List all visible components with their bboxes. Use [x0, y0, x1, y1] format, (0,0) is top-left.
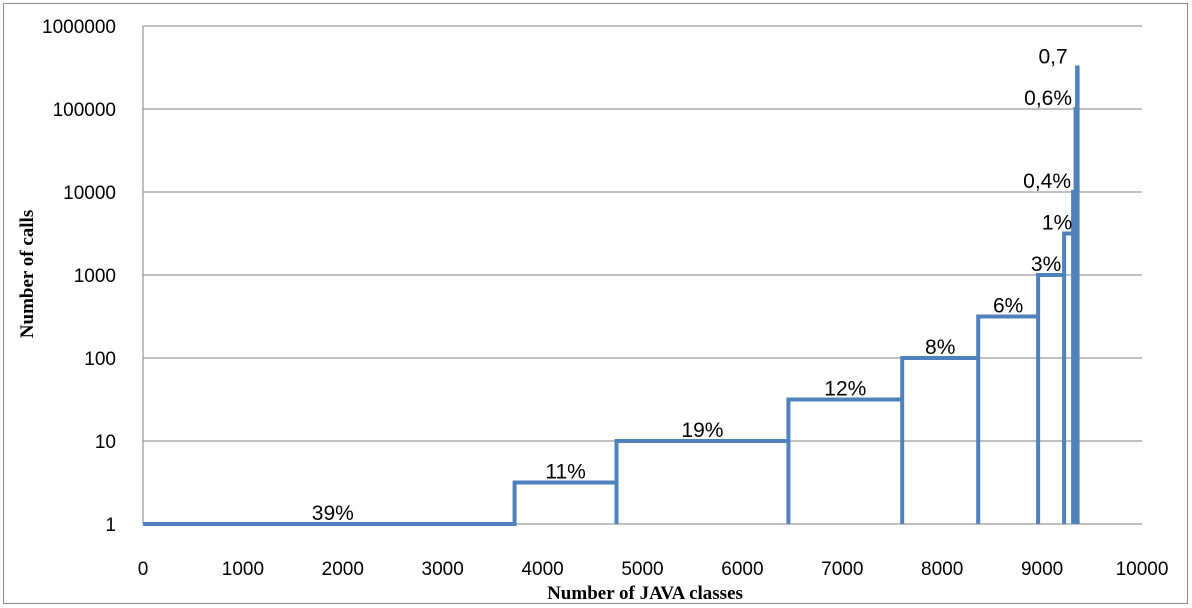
y-tick-label: 100 [84, 349, 116, 370]
x-tick-label: 1000 [222, 559, 264, 580]
x-tick-label: 2000 [322, 559, 364, 580]
step-percentage-label: 11% [545, 461, 585, 484]
y-tick-label: 10 [95, 432, 116, 453]
x-tick-label: 9000 [1021, 559, 1063, 580]
x-tick-label: 10000 [1116, 559, 1169, 580]
step-percentage-label: 8% [925, 336, 955, 359]
step-percentage-label: 3% [1031, 253, 1061, 276]
x-tick-label: 4000 [521, 559, 563, 580]
x-tick-labels: 0 1000 2000 3000 4000 5000 6000 7000 8000 9000 100… [138, 559, 1169, 580]
step-percentage-label: 19% [681, 419, 723, 442]
x-tick-label: 3000 [422, 559, 464, 580]
step-percentage-label: 0,6% [1024, 87, 1072, 110]
y-tick-labels: 1 10 100 1000 10000 100000 1000000 [42, 17, 116, 536]
gridlines [142, 25, 1142, 525]
x-axis-title: Number of JAVA classes [547, 583, 743, 604]
series-calls [143, 65, 1080, 526]
step-percentage-label: 1% [1042, 212, 1072, 235]
x-tick-label: 7000 [821, 559, 863, 580]
series-line-calls [143, 65, 1080, 526]
x-tick-label: 0 [138, 559, 149, 580]
x-tick-label: 6000 [721, 559, 763, 580]
chart-frame [3, 3, 1188, 604]
y-tick-label: 1000 [74, 266, 116, 287]
step-percentage-label: 0,7 [1038, 46, 1067, 69]
y-tick-label: 10000 [63, 183, 116, 204]
y-tick-label: 100000 [53, 100, 116, 121]
x-tick-label: 8000 [921, 559, 963, 580]
step-percentage-label: 0,4% [1023, 170, 1071, 193]
step-percentage-label: 12% [824, 378, 866, 401]
step-percentage-label: 6% [993, 295, 1023, 318]
y-tick-label: 1 [105, 515, 116, 536]
x-tick-label: 5000 [621, 559, 663, 580]
y-tick-label: 1000000 [42, 17, 116, 38]
step-percentage-label: 39% [312, 502, 354, 525]
percentage-labels: 39% 11% 19% 12% 8% 6% 3% 1% 0,4% 0,6% 0,7 [312, 46, 1072, 525]
y-axis-title: Number of calls [17, 210, 38, 338]
